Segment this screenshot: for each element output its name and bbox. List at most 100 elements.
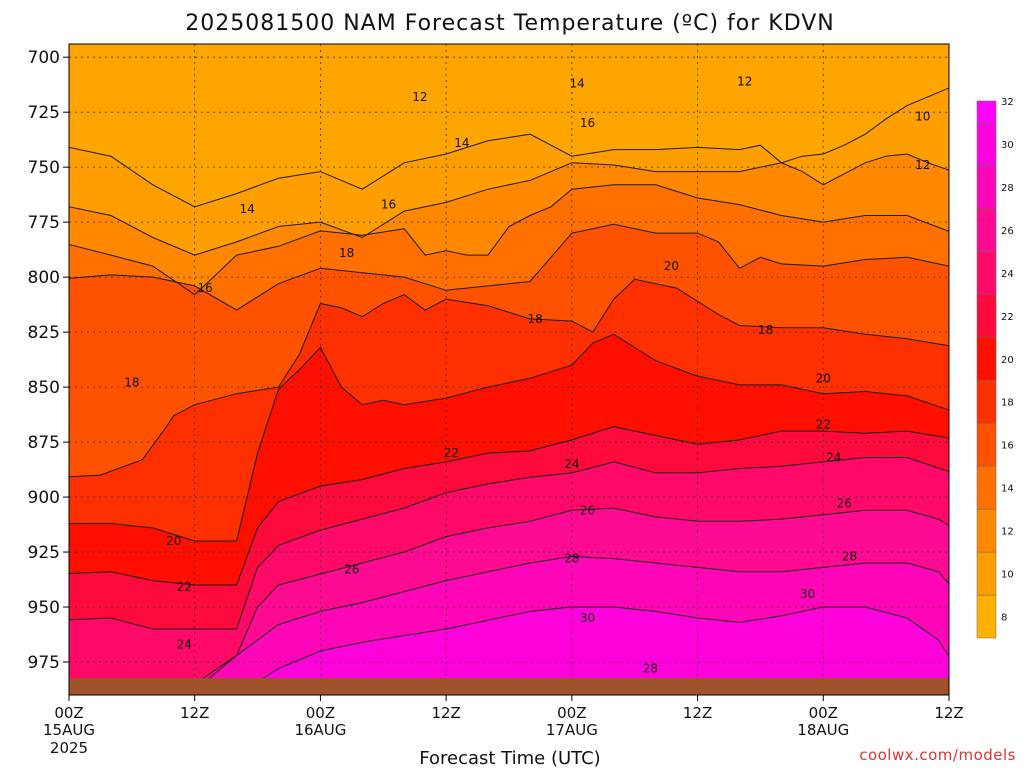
y-tick-label: 850 (28, 378, 60, 398)
contour-label: 18 (528, 312, 543, 326)
isotherm-14 (69, 184, 949, 296)
colorbar-label: 14 (1001, 484, 1014, 495)
colorbar-segment-24 (976, 251, 997, 295)
chart-title: 2025081500 NAM Forecast Temperature (ºC)… (185, 11, 835, 36)
y-tick-label: 700 (28, 48, 60, 68)
isotherm-26 (144, 507, 949, 684)
contour-label: 12 (737, 74, 752, 88)
contour-label: 12 (915, 158, 930, 172)
colorbar-label: 28 (1001, 183, 1014, 194)
colorbar-segment-26 (976, 208, 997, 252)
temperature-fill-layer (69, 44, 949, 684)
x-tick-label: 00Z (306, 704, 335, 722)
y-tick-label: 900 (28, 488, 60, 508)
colorbar-label: 30 (1001, 140, 1014, 151)
x-tick-date: 16AUG (294, 721, 346, 739)
contour-label: 28 (842, 549, 857, 563)
colorbar-segment-12 (976, 508, 997, 553)
x-tick-label: 12Z (934, 704, 963, 722)
contour-label: 14 (239, 202, 254, 216)
isotherm-12 (69, 153, 949, 256)
colorbar-label: 26 (1001, 226, 1014, 237)
contour-label: 14 (454, 136, 469, 150)
colorbar-segment-28 (976, 165, 997, 209)
y-tick-label: 925 (28, 543, 60, 563)
colorbar-label: 24 (1001, 269, 1014, 280)
y-tick-label: 950 (28, 598, 60, 618)
contour-label: 26 (580, 503, 595, 517)
contour-label: 20 (664, 259, 679, 273)
contour-label: 26 (344, 563, 359, 577)
colorbar-segment-16 (976, 422, 997, 467)
x-tick-date: 17AUG (546, 721, 598, 739)
isotherm-24 (69, 457, 949, 630)
y-tick-label: 975 (28, 653, 60, 673)
y-tick-label: 750 (28, 158, 60, 178)
contour-label: 16 (198, 281, 213, 295)
plot-frame (68, 43, 950, 696)
x-tick-label: 00Z (54, 704, 83, 722)
colorbar-segment-18 (976, 379, 997, 424)
x-tick-date: 18AUG (797, 721, 849, 739)
contour-label: 26 (837, 497, 852, 511)
contour-label: 24 (177, 637, 192, 651)
contour-label-layer: 12 12 10 14 14 12 16 14 16 18 20 16 18 18 20 18 22 22 24 24… (124, 74, 930, 675)
y-tick-label: 725 (28, 103, 60, 123)
ground-surface (69, 678, 949, 695)
colorbar-segment-20 (976, 337, 997, 381)
y-axis: 700 725 750 775 800 825 850 875 900 925 950 975 (28, 48, 69, 673)
x-tick-label: 00Z (809, 704, 838, 722)
contour-label: 20 (816, 371, 831, 385)
colorbar-label: 8 (1001, 613, 1007, 624)
colorbar-segment-8 (976, 594, 997, 639)
isotherm-10 (69, 87, 949, 208)
isotherm-20 (69, 333, 949, 542)
isotherm-18 (69, 278, 949, 478)
contour-label: 28 (643, 662, 658, 676)
colorbar-label: 20 (1001, 355, 1014, 366)
isotherm-22 (69, 426, 949, 586)
isotherm-30 (253, 606, 949, 684)
colorbar-segment-14 (976, 465, 997, 510)
colorbar-segment-10 (976, 551, 997, 596)
x-tick-label: 00Z (557, 704, 586, 722)
x-tick-label: 12Z (683, 704, 712, 722)
x-tick-year: 2025 (50, 739, 88, 757)
contour-label: 30 (800, 587, 815, 601)
y-tick-label: 825 (28, 323, 60, 343)
colorbar-label: 12 (1001, 527, 1014, 538)
isotherm-layer (69, 87, 949, 684)
contour-label: 12 (412, 90, 427, 104)
y-tick-label: 875 (28, 433, 60, 453)
colorbar-label: 16 (1001, 441, 1014, 452)
contour-label: 18 (758, 323, 773, 337)
colorbar-segment-22 (976, 294, 997, 338)
credit-text: coolwx.com/models (859, 746, 1016, 764)
isotherm-16 (69, 223, 949, 311)
colorbar-label: 22 (1001, 312, 1014, 323)
contour-label: 22 (444, 446, 459, 460)
x-tick-label: 12Z (431, 704, 460, 722)
contour-label: 24 (826, 450, 841, 464)
y-tick-label: 775 (28, 213, 60, 233)
colorbar-label: 32 (1001, 97, 1014, 108)
colorbar-label: 10 (1001, 570, 1014, 581)
colorbar-legend: 8 10 12 14 16 18 20 22 24 26 28 30 32 (976, 97, 1014, 639)
colorbar-label: 18 (1001, 398, 1014, 409)
colorbar-segment-32 (976, 100, 997, 123)
x-axis-label: Forecast Time (UTC) (419, 748, 600, 768)
x-tick-date: 15AUG (43, 721, 95, 739)
contour-label: 16 (580, 116, 595, 130)
contour-label: 22 (816, 417, 831, 431)
contour-label: 28 (564, 552, 579, 566)
contour-label: 18 (339, 246, 354, 260)
contour-label: 22 (177, 580, 192, 594)
colorbar-segment-30 (976, 122, 997, 166)
contour-label: 16 (381, 198, 396, 212)
contour-label: 10 (915, 110, 930, 124)
x-tick-label: 12Z (180, 704, 209, 722)
contour-label: 30 (580, 611, 595, 625)
temperature-band-30 (254, 607, 949, 684)
